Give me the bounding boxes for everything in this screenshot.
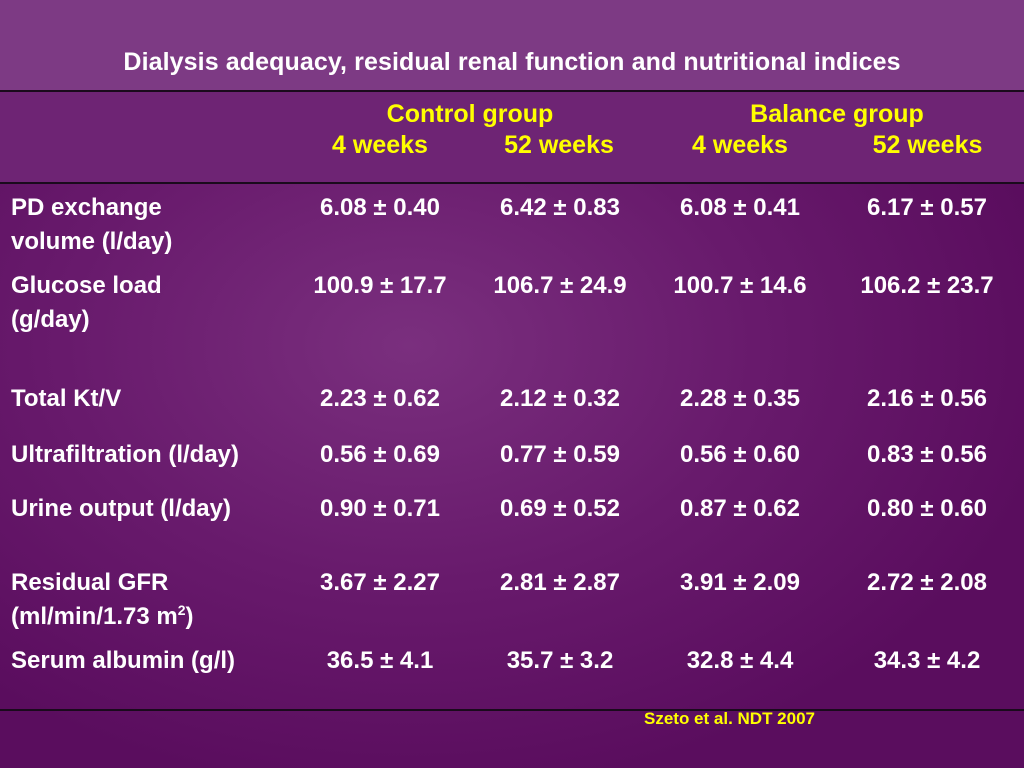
row-label-glucose-load: Glucose load (g/day): [11, 269, 162, 337]
citation: Szeto et al. NDT 2007: [644, 709, 816, 728]
slide-title: Dialysis adequacy, residual renal functi…: [123, 48, 901, 76]
header-band: [0, 92, 1024, 182]
table-cell: 0.69 ± 0.52: [500, 495, 620, 522]
table-cell: 6.42 ± 0.83: [500, 194, 620, 221]
row-label-ultrafiltration: Ultrafiltration (l/day): [11, 441, 240, 468]
row-label-pd-exchange: PD exchange volume (l/day): [11, 191, 172, 259]
control-4-weeks-heading: 4 weeks: [332, 131, 428, 159]
balance-52-weeks-heading: 52 weeks: [872, 131, 983, 159]
row-label-serum-albumin: Serum albumin (g/l): [11, 647, 236, 674]
title-band: [0, 0, 1024, 90]
table-cell: 0.56 ± 0.60: [680, 441, 800, 468]
table-cell: 6.17 ± 0.57: [867, 194, 987, 221]
table-cell: 6.08 ± 0.41: [680, 194, 800, 221]
row-label-line: volume (l/day): [11, 228, 173, 255]
table-cell: 2.23 ± 0.62: [320, 385, 440, 412]
table-cell: 36.5 ± 4.1: [326, 647, 434, 674]
header-rule: [0, 182, 1024, 184]
table-cell: 2.12 ± 0.32: [500, 385, 620, 412]
control-group-heading: Control group: [386, 100, 554, 128]
top-rule: [0, 90, 1024, 92]
table-cell: 35.7 ± 3.2: [506, 647, 614, 674]
table-cell: 106.2 ± 23.7: [860, 272, 994, 299]
row-label-urine-output: Urine output (l/day): [11, 495, 231, 522]
table-cell: 34.3 ± 4.2: [873, 647, 981, 674]
table-cell: 0.83 ± 0.56: [867, 441, 987, 468]
gfr-unit-text: (ml/min/1.73 m: [11, 603, 178, 630]
table-cell: 3.67 ± 2.27: [320, 569, 440, 596]
row-label-total-ktv: Total Kt/V: [11, 385, 122, 412]
table-cell: 106.7 ± 24.9: [493, 272, 627, 299]
table-cell: 0.77 ± 0.59: [500, 441, 620, 468]
row-label-line: PD exchange: [11, 194, 162, 221]
table-cell: 0.80 ± 0.60: [867, 495, 987, 522]
row-label-residual-gfr: Residual GFR (ml/min/1.73 m2): [11, 566, 194, 634]
balance-4-weeks-heading: 4 weeks: [692, 131, 788, 159]
table-cell: 2.16 ± 0.56: [867, 385, 987, 412]
row-label-line: Glucose load: [11, 272, 162, 299]
bottom-rule: [0, 709, 1024, 711]
gfr-unit-superscript: 2: [177, 602, 186, 618]
table-cell: 100.9 ± 17.7: [313, 272, 447, 299]
table-cell: 0.56 ± 0.69: [320, 441, 440, 468]
control-52-weeks-heading: 52 weeks: [504, 131, 614, 159]
table-cell: 0.90 ± 0.71: [320, 495, 440, 522]
table-cell: 3.91 ± 2.09: [680, 569, 800, 596]
gfr-unit-close: ): [185, 603, 194, 630]
table-cell: 0.87 ± 0.62: [680, 495, 800, 522]
balance-group-heading: Balance group: [750, 100, 924, 128]
row-label-line: (g/day): [11, 306, 90, 333]
table-cell: 2.81 ± 2.87: [500, 569, 620, 596]
table-cell: 100.7 ± 14.6: [673, 272, 807, 299]
row-label-line: (ml/min/1.73 m2): [11, 600, 194, 634]
table-cell: 6.08 ± 0.40: [320, 194, 440, 221]
table-cell: 2.28 ± 0.35: [680, 385, 800, 412]
row-label-line: Residual GFR: [11, 569, 169, 596]
table-cell: 32.8 ± 4.4: [686, 647, 794, 674]
table-cell: 2.72 ± 2.08: [867, 569, 987, 596]
